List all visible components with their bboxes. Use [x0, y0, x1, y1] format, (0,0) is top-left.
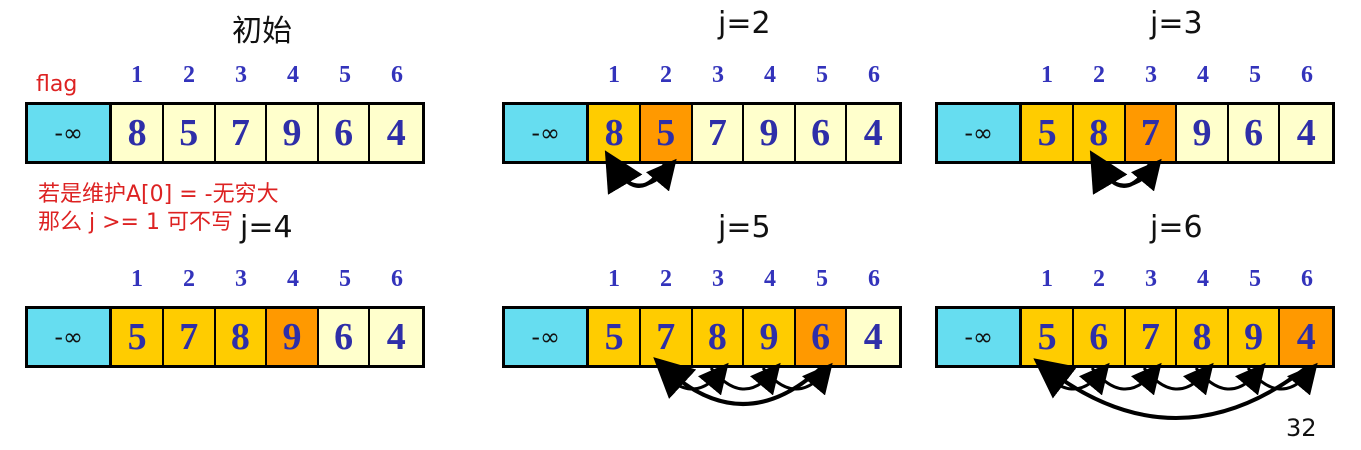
index-label: 2 [660, 62, 672, 88]
index-label: 2 [183, 62, 195, 88]
array-cell-5: 6 [318, 309, 371, 365]
array-cell-3: 8 [692, 309, 745, 365]
sentinel-cell: -∞ [505, 105, 590, 161]
index-label: 6 [1301, 62, 1313, 88]
array-cell-6: 4 [370, 309, 422, 365]
array-cell-5: 6 [318, 105, 371, 161]
array-cell-5: 6 [795, 309, 848, 365]
array-cell-1: 5 [589, 309, 641, 365]
index-label: 1 [131, 266, 143, 292]
index-label: 5 [816, 266, 828, 292]
index-label: 3 [235, 266, 247, 292]
array-cell-5: 6 [795, 105, 848, 161]
sentinel-cell: -∞ [505, 309, 590, 365]
sentinel-cell: -∞ [28, 309, 113, 365]
array-cell-3: 7 [692, 105, 745, 161]
array-cell-2: 7 [163, 309, 216, 365]
array-cell-2: 5 [640, 105, 693, 161]
array-row: -∞ 5 6 7 8 9 4 [935, 306, 1335, 368]
panel-title: j=5 [718, 210, 771, 245]
array-cell-1: 8 [589, 105, 641, 161]
array-cell-4: 9 [744, 309, 796, 365]
array-cell-1: 8 [112, 105, 164, 161]
flag-label: flag [36, 72, 78, 97]
array-row: -∞ 8 5 7 9 6 4 [502, 102, 902, 164]
index-label: 4 [764, 266, 776, 292]
index-label: 1 [608, 266, 620, 292]
index-label: 2 [660, 266, 672, 292]
index-label: 2 [1093, 266, 1105, 292]
array-cell-2: 8 [1073, 105, 1126, 161]
page-number: 32 [1286, 414, 1317, 442]
index-label: 6 [391, 266, 403, 292]
sentinel-cell: -∞ [938, 105, 1023, 161]
index-label: 6 [868, 62, 880, 88]
array-cell-4: 9 [267, 105, 319, 161]
panel-title: j=2 [718, 6, 771, 41]
panel-title: j=4 [240, 210, 293, 245]
index-label: 1 [608, 62, 620, 88]
note-line-1: 若是维护A[0] = -无穷大 [38, 182, 279, 207]
array-cell-2: 7 [640, 309, 693, 365]
array-cell-1: 5 [1022, 309, 1074, 365]
sentinel-cell: -∞ [28, 105, 113, 161]
panel-title: 初始 [232, 14, 292, 49]
array-cell-5: 6 [1228, 105, 1281, 161]
index-label: 5 [1249, 266, 1261, 292]
array-cell-3: 7 [215, 105, 268, 161]
index-label: 6 [1301, 266, 1313, 292]
array-cell-1: 5 [1022, 105, 1074, 161]
index-label: 5 [816, 62, 828, 88]
index-label: 5 [1249, 62, 1261, 88]
index-label: 3 [712, 62, 724, 88]
index-label: 4 [287, 266, 299, 292]
array-cell-3: 7 [1125, 309, 1178, 365]
index-label: 1 [1041, 266, 1053, 292]
array-cell-2: 5 [163, 105, 216, 161]
array-cell-3: 8 [215, 309, 268, 365]
index-label: 4 [764, 62, 776, 88]
index-label: 1 [1041, 62, 1053, 88]
index-label: 3 [235, 62, 247, 88]
index-label: 4 [287, 62, 299, 88]
array-cell-3: 7 [1125, 105, 1178, 161]
index-label: 3 [1145, 62, 1157, 88]
array-cell-1: 5 [112, 309, 164, 365]
array-cell-4: 9 [1177, 105, 1229, 161]
array-cell-4: 9 [744, 105, 796, 161]
index-label: 6 [868, 266, 880, 292]
array-cell-6: 4 [847, 105, 899, 161]
array-cell-6: 4 [847, 309, 899, 365]
sentinel-cell: -∞ [938, 309, 1023, 365]
array-row: -∞ 5 8 7 9 6 4 [935, 102, 1335, 164]
note-line-2: 那么 j >= 1 可不写 [38, 210, 233, 235]
index-label: 1 [131, 62, 143, 88]
index-label: 4 [1197, 62, 1209, 88]
array-cell-4: 8 [1177, 309, 1229, 365]
array-cell-6: 4 [370, 105, 422, 161]
array-row: -∞ 5 7 8 9 6 4 [25, 306, 425, 368]
array-row: -∞ 5 7 8 9 6 4 [502, 306, 902, 368]
index-label: 6 [391, 62, 403, 88]
array-cell-4: 9 [267, 309, 319, 365]
array-cell-6: 4 [1280, 309, 1332, 365]
array-cell-6: 4 [1280, 105, 1332, 161]
index-label: 3 [1145, 266, 1157, 292]
index-label: 2 [1093, 62, 1105, 88]
panel-title: j=6 [1150, 210, 1203, 245]
panel-title: j=3 [1150, 6, 1203, 41]
array-cell-2: 6 [1073, 309, 1126, 365]
index-label: 3 [712, 266, 724, 292]
index-label: 4 [1197, 266, 1209, 292]
array-row: -∞ 8 5 7 9 6 4 [25, 102, 425, 164]
index-label: 5 [339, 266, 351, 292]
index-label: 5 [339, 62, 351, 88]
index-label: 2 [183, 266, 195, 292]
array-cell-5: 9 [1228, 309, 1281, 365]
